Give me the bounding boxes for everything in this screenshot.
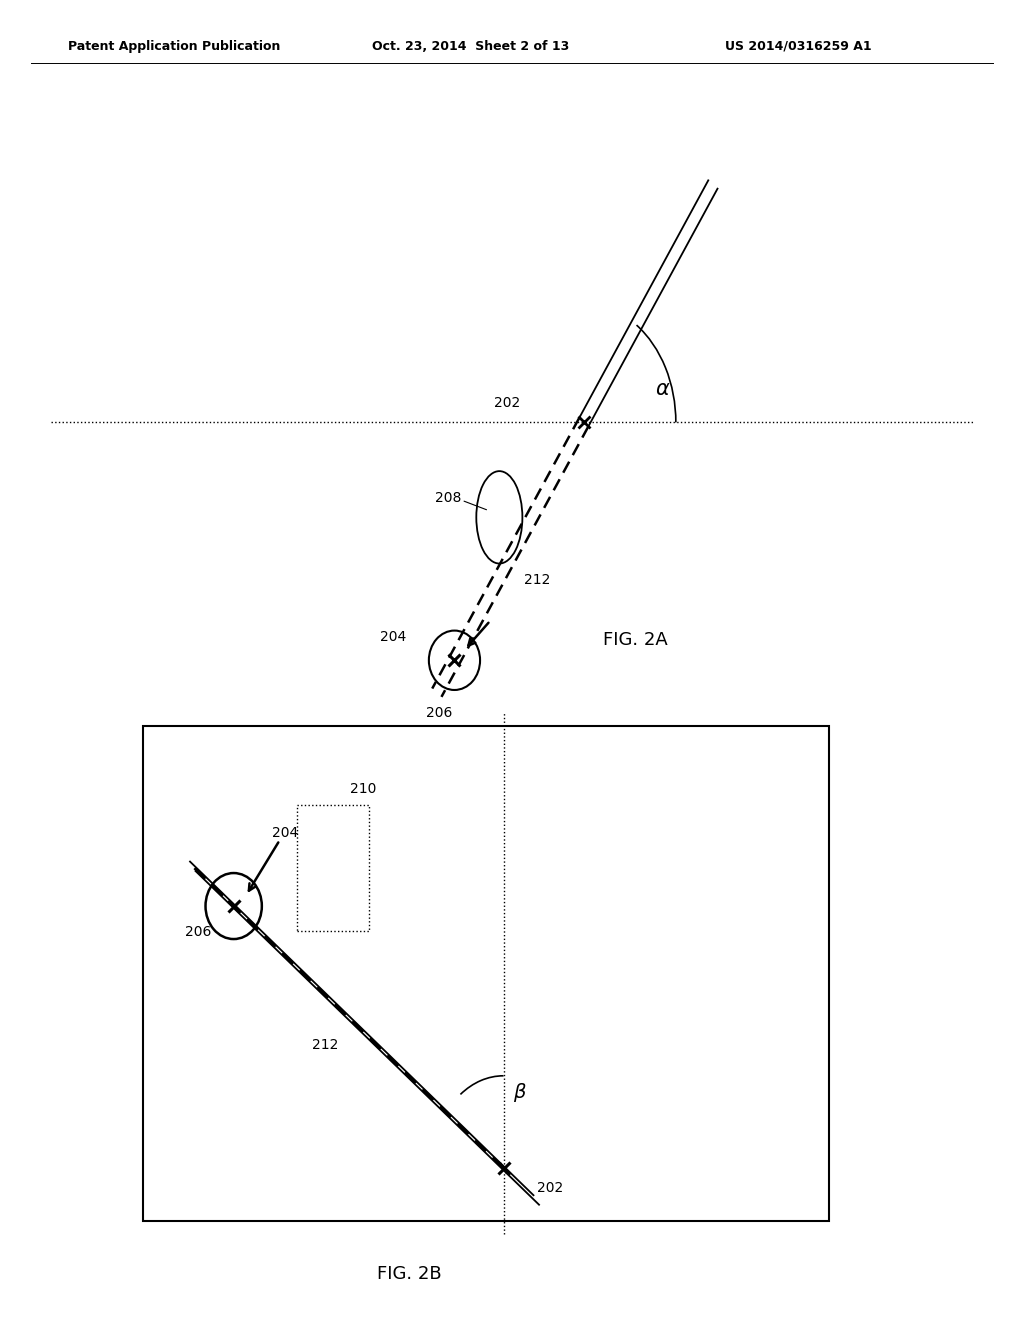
Text: β: β xyxy=(513,1082,525,1102)
Text: FIG. 2A: FIG. 2A xyxy=(602,631,668,649)
Bar xyxy=(297,805,369,931)
Text: 208: 208 xyxy=(435,491,462,504)
Text: α: α xyxy=(655,379,669,400)
Text: US 2014/0316259 A1: US 2014/0316259 A1 xyxy=(725,40,872,53)
Text: 212: 212 xyxy=(524,573,551,587)
Text: Oct. 23, 2014  Sheet 2 of 13: Oct. 23, 2014 Sheet 2 of 13 xyxy=(373,40,569,53)
Text: 206: 206 xyxy=(184,925,211,940)
Text: 206: 206 xyxy=(426,706,453,721)
Text: 202: 202 xyxy=(537,1181,563,1195)
Text: 212: 212 xyxy=(312,1038,339,1052)
Bar xyxy=(143,726,829,1221)
Text: FIG. 2B: FIG. 2B xyxy=(377,1265,442,1283)
Text: 204: 204 xyxy=(271,826,298,841)
Text: Patent Application Publication: Patent Application Publication xyxy=(68,40,281,53)
Text: 210: 210 xyxy=(350,783,377,796)
Text: 202: 202 xyxy=(494,396,520,409)
Text: 204: 204 xyxy=(380,630,407,644)
